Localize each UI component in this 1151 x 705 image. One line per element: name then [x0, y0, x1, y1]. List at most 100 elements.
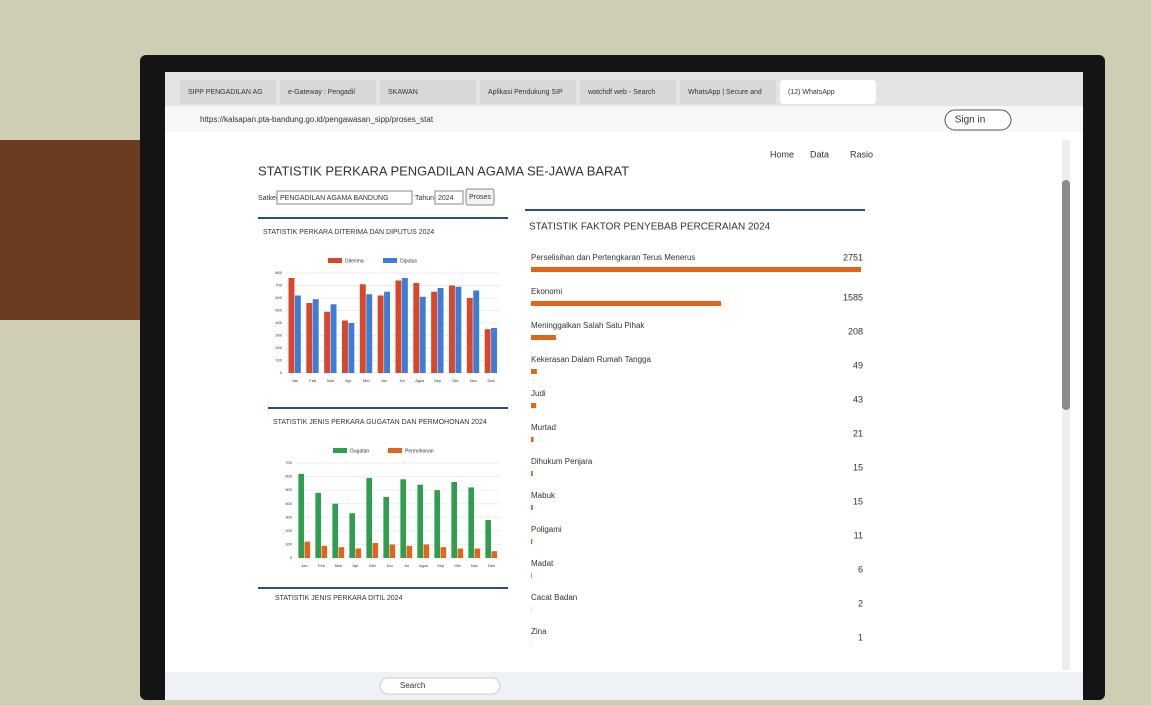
y-tick-label: 200	[275, 345, 282, 350]
tahun-value[interactable]: 2024	[438, 195, 454, 202]
x-tick-label: Mar	[335, 563, 343, 568]
bar	[315, 493, 321, 558]
legend-label: Diterima	[345, 258, 364, 264]
shelf	[0, 140, 150, 320]
tab-title[interactable]: watchdf web - Search	[587, 89, 655, 96]
bar	[366, 294, 372, 373]
y-tick-label: 700	[275, 283, 282, 288]
y-tick-label: 400	[275, 320, 282, 325]
panel-title: STATISTIK JENIS PERKARA DITIL 2024	[275, 595, 403, 602]
bar	[485, 329, 491, 373]
bar	[485, 520, 491, 558]
proses-label[interactable]: Proses	[469, 194, 491, 201]
bar	[455, 287, 461, 373]
x-tick-label: Jul	[399, 378, 404, 383]
bar	[468, 487, 474, 558]
nav-link[interactable]: Rasio	[850, 149, 873, 159]
y-tick-label: 200	[285, 528, 292, 533]
tab-title[interactable]: Aplikasi Pendukung SIP	[488, 89, 563, 96]
bar	[441, 547, 447, 558]
x-tick-label: Mar	[327, 378, 335, 383]
panel-title: STATISTIK PERKARA DITERIMA DAN DIPUTUS 2…	[263, 229, 434, 236]
bar	[322, 546, 328, 558]
x-tick-label: Jun	[386, 563, 392, 568]
value-label: 208	[848, 326, 863, 336]
value-label: 49	[853, 360, 863, 370]
bar	[298, 474, 304, 558]
bar	[305, 542, 311, 558]
y-tick-label: 500	[285, 487, 292, 492]
tab-title[interactable]: SKAWAN	[388, 89, 418, 96]
legend-swatch	[328, 258, 342, 263]
bar	[413, 283, 419, 373]
bar	[332, 504, 338, 558]
legend-swatch	[383, 258, 397, 263]
row-label: Perselisihan dan Pertengkaran Terus Mene…	[531, 253, 695, 262]
bar	[473, 291, 479, 374]
legend-label: Permohonan	[405, 448, 434, 454]
bar	[407, 546, 413, 558]
bar	[384, 292, 390, 373]
bar	[531, 539, 532, 544]
bar	[531, 301, 721, 306]
value-label: 1585	[843, 292, 863, 302]
sign-in[interactable]: Sign in	[955, 115, 986, 126]
y-tick-label: 600	[285, 474, 292, 479]
bar	[531, 369, 537, 374]
bar	[531, 573, 532, 578]
row-label: Mabuk	[531, 491, 556, 500]
taskbar-search[interactable]: Search	[400, 681, 425, 690]
bar	[467, 298, 473, 373]
bar	[339, 547, 345, 558]
x-tick-label: Apr	[345, 378, 352, 383]
legend-swatch	[333, 448, 347, 453]
x-tick-label: Sep	[437, 563, 445, 568]
row-label: Judi	[531, 389, 546, 398]
bar	[420, 297, 426, 373]
x-tick-label: Okt	[454, 563, 461, 568]
tab-title[interactable]: (12) WhatsApp	[788, 89, 835, 96]
row-label: Meninggalkan Salah Satu Pihak	[531, 321, 645, 330]
bar	[531, 471, 533, 476]
bar	[531, 403, 536, 408]
bar	[288, 278, 294, 373]
bar	[424, 544, 430, 558]
x-tick-label: Apr	[352, 563, 359, 568]
bar	[331, 304, 337, 373]
row-label: Poligami	[531, 525, 562, 534]
legend-label: Diputus	[400, 258, 417, 264]
value-label: 21	[853, 428, 863, 438]
satker-value[interactable]: PENGADILAN AGAMA BANDUNG	[280, 195, 389, 202]
x-tick-label: Nov	[470, 378, 477, 383]
x-tick-label: Jun	[381, 378, 387, 383]
taskbar-search-box[interactable]	[380, 678, 500, 694]
x-tick-label: Feb	[318, 563, 326, 568]
tab-title[interactable]: e-Gateway : Pengadil	[288, 89, 355, 96]
value-label: 2751	[843, 252, 863, 262]
bar	[417, 485, 423, 558]
bar	[531, 267, 861, 272]
row-label: Madat	[531, 559, 554, 568]
row-label: Zina	[531, 627, 547, 636]
value-label: 15	[853, 496, 863, 506]
nav-link[interactable]: Data	[810, 149, 829, 159]
row-label: Cacat Badan	[531, 593, 577, 602]
tab-title[interactable]: SIPP PENGADILAN AG	[188, 89, 263, 96]
tab-title[interactable]: WhatsApp | Secure and	[688, 89, 762, 96]
value-label: 1	[858, 632, 863, 642]
bar	[306, 303, 312, 373]
scroll-thumb	[1062, 180, 1070, 410]
bar	[449, 286, 455, 374]
value-label: 43	[853, 394, 863, 404]
row-label: Kekerasan Dalam Rumah Tangga	[531, 355, 651, 364]
bar	[383, 497, 389, 558]
panel-title: STATISTIK FAKTOR PENYEBAB PERCERAIAN 202…	[529, 222, 771, 233]
bar	[492, 551, 498, 558]
x-tick-label: Feb	[309, 378, 317, 383]
bar	[356, 549, 362, 559]
bar	[348, 323, 354, 373]
legend-label: Gugatan	[350, 448, 369, 454]
x-tick-label: Des	[488, 378, 495, 383]
x-tick-label: Agus	[419, 563, 428, 568]
nav-link[interactable]: Home	[770, 149, 794, 159]
